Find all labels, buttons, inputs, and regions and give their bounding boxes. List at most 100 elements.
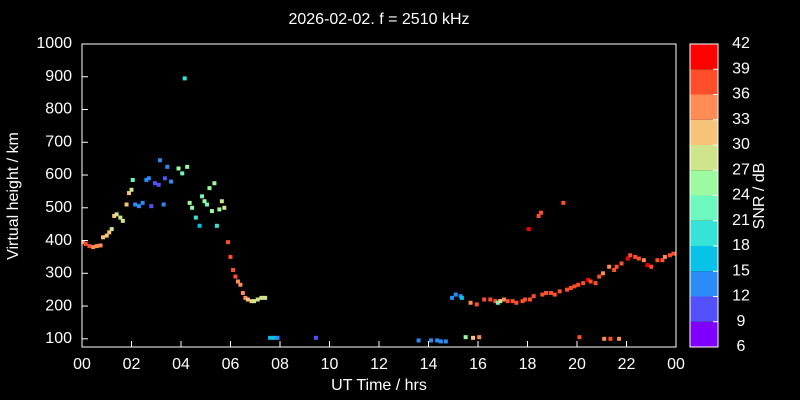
point — [252, 299, 257, 304]
y-tick-label: 700 — [45, 133, 72, 150]
y-tick-label: 900 — [45, 68, 72, 85]
x-tick-label: 16 — [469, 356, 487, 373]
point — [120, 218, 125, 223]
point — [549, 290, 554, 295]
point — [600, 271, 605, 276]
y-tick-label: 1000 — [36, 35, 72, 52]
y-tick-label: 500 — [45, 199, 72, 216]
point — [104, 233, 109, 238]
point — [268, 335, 273, 340]
point — [660, 258, 665, 263]
chart-title: 2026-02-02. f = 2510 kHz — [288, 11, 469, 28]
point — [477, 335, 482, 340]
point — [649, 264, 654, 269]
point — [514, 300, 519, 305]
point — [577, 335, 582, 340]
point — [428, 338, 433, 343]
point — [118, 215, 123, 220]
point — [561, 200, 566, 205]
point — [271, 335, 276, 340]
point — [176, 166, 181, 171]
point — [536, 213, 541, 218]
colorbar-band — [690, 44, 718, 70]
point — [612, 268, 617, 273]
point — [531, 294, 536, 299]
point — [435, 338, 440, 343]
point — [527, 297, 532, 302]
point — [576, 282, 581, 287]
point — [645, 263, 650, 268]
colorbar-band — [690, 321, 718, 347]
colorbar-tick-label: 9 — [737, 313, 746, 330]
colorbar-tick-label: 12 — [732, 288, 750, 305]
y-tick-label: 400 — [45, 232, 72, 249]
point — [214, 223, 219, 228]
point — [482, 297, 487, 302]
y-tick-label: 800 — [45, 101, 72, 118]
point — [200, 194, 205, 199]
point — [127, 191, 132, 196]
point — [161, 202, 166, 207]
point — [619, 261, 624, 266]
point — [217, 207, 222, 212]
point — [101, 235, 106, 240]
point — [240, 290, 245, 295]
point — [625, 256, 630, 261]
point — [628, 253, 633, 258]
x-tick-label: 08 — [271, 356, 289, 373]
point — [636, 256, 641, 261]
point — [617, 336, 622, 341]
point — [607, 264, 612, 269]
colorbar-tick-label: 42 — [732, 35, 750, 52]
y-tick-label: 100 — [45, 330, 72, 347]
point — [146, 176, 151, 181]
plot-frame — [81, 43, 677, 348]
point — [144, 177, 149, 182]
colorbar-tick-label: 33 — [732, 111, 750, 128]
point — [136, 204, 141, 209]
point — [233, 274, 238, 279]
point — [667, 253, 672, 258]
colorbar-band — [690, 220, 718, 246]
point — [112, 213, 117, 218]
colorbar-band — [690, 145, 718, 171]
point — [572, 284, 577, 289]
point — [83, 241, 88, 246]
point — [226, 240, 231, 245]
point — [416, 338, 421, 343]
point — [488, 297, 493, 302]
point — [552, 292, 557, 297]
point — [98, 243, 103, 248]
point — [593, 281, 598, 286]
point — [597, 274, 602, 279]
point — [157, 158, 162, 163]
colorbar-tick-label: 21 — [732, 212, 750, 229]
point — [133, 202, 138, 207]
x-tick-label: 02 — [123, 356, 141, 373]
point — [493, 299, 498, 304]
point — [91, 245, 96, 250]
point — [520, 299, 525, 304]
colorbar-tick-label: 39 — [732, 60, 750, 77]
point — [204, 202, 209, 207]
colorbar-band — [690, 170, 718, 196]
point — [245, 297, 250, 302]
point — [230, 268, 235, 273]
colorbar-band — [690, 195, 718, 221]
point — [526, 227, 531, 232]
point — [468, 300, 473, 305]
point — [641, 258, 646, 263]
point — [124, 202, 129, 207]
point — [510, 299, 515, 304]
point — [602, 336, 607, 341]
point — [129, 187, 134, 192]
point — [202, 199, 207, 204]
point — [505, 299, 510, 304]
x-tick-label: 12 — [370, 356, 388, 373]
x-tick-label: 18 — [519, 356, 537, 373]
point — [180, 171, 185, 176]
colorbar-tick-label: 30 — [732, 136, 750, 153]
point — [539, 210, 544, 215]
